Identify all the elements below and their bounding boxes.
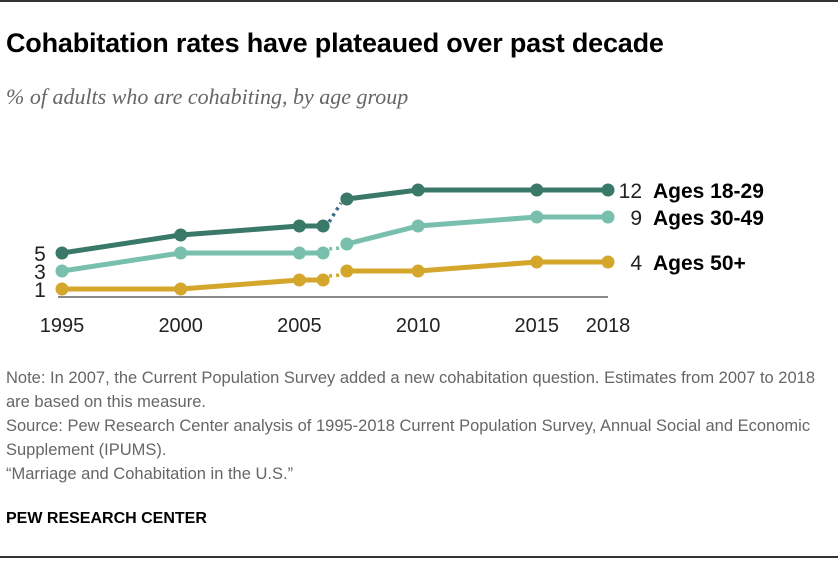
x-tick-label: 1995: [40, 315, 85, 337]
data-point: [601, 183, 615, 197]
report-title: “Marriage and Cohabitation in the U.S.”: [6, 465, 294, 483]
data-point: [55, 264, 69, 278]
series-break-dotted: [328, 246, 342, 251]
data-point: [316, 219, 330, 233]
series-label: Ages 18-29: [653, 180, 764, 203]
series-label: Ages 30-49: [653, 207, 764, 230]
chart-title: Cohabitation rates have plateaued over p…: [6, 28, 664, 58]
end-value-label: 9: [630, 207, 642, 230]
series-break-dotted: [327, 202, 343, 223]
x-tick-label: 2018: [586, 315, 631, 337]
data-point: [174, 246, 188, 260]
series-line: [61, 250, 324, 274]
data-point: [174, 228, 188, 242]
bottom-rule: [0, 556, 838, 558]
data-point: [174, 282, 188, 296]
start-value-label: 1: [34, 279, 46, 302]
data-point: [601, 210, 615, 224]
brand-label: PEW RESEARCH CENTER: [6, 510, 207, 527]
note-text: Note: In 2007, the Current Population Su…: [6, 369, 816, 411]
data-point: [411, 183, 425, 197]
data-point: [530, 183, 544, 197]
series-line: [346, 214, 608, 247]
data-point: [292, 273, 306, 287]
series-line: [346, 259, 608, 274]
data-point: [530, 210, 544, 224]
start-value-label: 5: [34, 243, 46, 266]
series-line: [346, 187, 608, 202]
x-tick-label: 2010: [396, 315, 441, 337]
x-tick-label: 2005: [277, 315, 322, 337]
top-rule: [0, 0, 838, 2]
x-tick-label: 2015: [515, 315, 560, 337]
data-point: [601, 255, 615, 269]
series-line: [61, 223, 324, 256]
end-value-label: 12: [619, 180, 642, 203]
data-point: [411, 219, 425, 233]
series-line: [62, 277, 324, 292]
data-point: [530, 255, 544, 269]
data-point: [55, 246, 69, 260]
data-point: [340, 264, 354, 278]
data-point: [55, 282, 69, 296]
data-point: [411, 264, 425, 278]
data-point: [340, 237, 354, 251]
start-value-label: 3: [34, 261, 46, 284]
series-label: Ages 50+: [653, 252, 746, 275]
data-point: [292, 246, 306, 260]
data-point: [340, 192, 354, 206]
series-break-dotted: [328, 273, 342, 278]
end-value-label: 4: [630, 252, 642, 275]
data-point: [316, 273, 330, 287]
chart-subtitle: % of adults who are cohabiting, by age g…: [6, 84, 409, 109]
data-point: [292, 219, 306, 233]
notes: Note: In 2007, the Current Population Su…: [6, 366, 826, 486]
data-point: [316, 246, 330, 260]
source-text: Source: Pew Research Center analysis of …: [6, 417, 811, 459]
x-tick-label: 2000: [158, 315, 203, 337]
